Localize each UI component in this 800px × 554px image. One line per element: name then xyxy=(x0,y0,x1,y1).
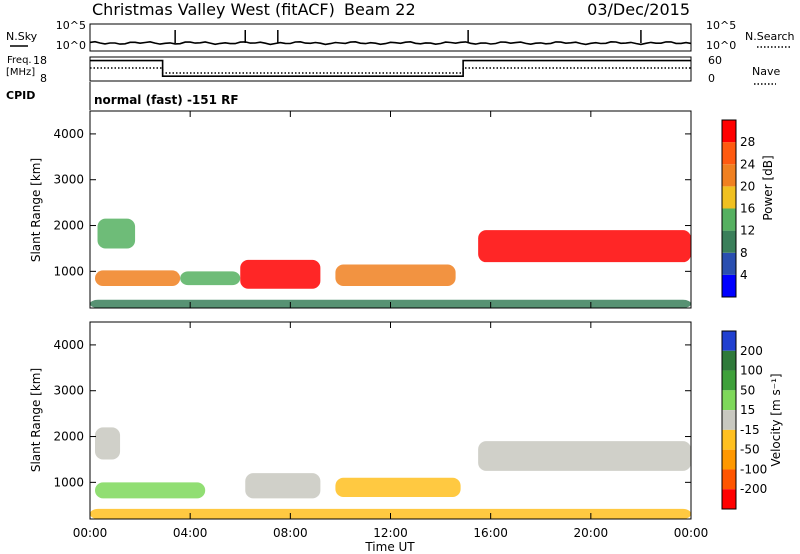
freq-top-tick: 18 xyxy=(33,54,47,67)
power-y-ticks: 1000 2000 3000 4000 xyxy=(53,127,691,278)
cpid-label: CPID xyxy=(6,89,35,102)
power-colorbar-label: Power [dB] xyxy=(761,155,775,220)
power-y-tick-label-2000: 2000 xyxy=(53,219,84,233)
nsky-series xyxy=(89,40,692,46)
velocity-y-ticks: 1000 2000 3000 4000 xyxy=(53,338,691,489)
x-tick-label-2: 08:00 xyxy=(273,526,308,540)
power-blob-2 xyxy=(180,271,241,286)
power-colorbar-tick-0: 4 xyxy=(740,268,748,282)
velocity-colorbar-frame xyxy=(721,330,737,510)
x-axis-label: Time UT xyxy=(364,540,415,554)
power-colorbar-swatch-3 xyxy=(722,208,736,231)
velocity-colorbar-tick-4: -15 xyxy=(740,423,760,437)
power-colorbar-tick-3: 16 xyxy=(740,202,755,216)
velocity-y-axis-label: Slant Range [km] xyxy=(29,368,43,472)
velocity-blob-0 xyxy=(95,482,206,499)
velocity-blob-1 xyxy=(245,473,321,499)
velocity-colorbar-swatch-2 xyxy=(722,370,736,391)
freq-label-line2: [MHz] xyxy=(6,67,35,78)
power-colorbar-swatch-5 xyxy=(722,164,736,187)
x-tick-label-6: 00:00 xyxy=(674,526,709,540)
freq-series xyxy=(90,59,691,77)
velocity-colorbar-tick-1: 100 xyxy=(740,364,763,378)
freq-label-line1: Freq. xyxy=(7,55,32,66)
nsky-label: N.Sky xyxy=(6,30,38,43)
power-colorbar-swatch-6 xyxy=(722,142,736,165)
velocity-colorbar-tick-3: 15 xyxy=(740,403,755,417)
nave-bottom-tick: 0 xyxy=(708,72,715,85)
nsky-spikes xyxy=(174,30,642,43)
velocity-colorbar-tick-2: 50 xyxy=(740,383,755,397)
velocity-colorbar-swatch-5 xyxy=(722,429,736,450)
x-tick-label-0: 00:00 xyxy=(73,526,108,540)
velocity-blob-3 xyxy=(478,441,691,471)
power-colorbar-swatch-2 xyxy=(722,230,736,253)
nave-label: Nave xyxy=(752,65,780,78)
x-tick-label-1: 04:00 xyxy=(173,526,208,540)
x-tick-label-3: 12:00 xyxy=(373,526,408,540)
power-blob-3 xyxy=(240,259,321,289)
nave-series xyxy=(90,67,691,74)
power-colorbar-swatch-0 xyxy=(722,274,736,297)
velocity-colorbar-swatch-7 xyxy=(722,469,736,490)
x-tick-label-4: 16:00 xyxy=(473,526,508,540)
noise-panel xyxy=(89,23,692,52)
velocity-colorbar-tick-6: -100 xyxy=(740,462,767,476)
power-blob-1 xyxy=(97,218,136,249)
velocity-colorbar-tick-0: 200 xyxy=(740,344,763,358)
velocity-blob-2 xyxy=(335,477,461,498)
nave-top-tick: 60 xyxy=(708,54,722,67)
power-colorbar-tick-6: 28 xyxy=(740,135,755,149)
velocity-blob-4 xyxy=(95,427,121,460)
power-heatmap xyxy=(90,218,691,308)
velocity-colorbar-label: Velocity [m s⁻¹] xyxy=(769,373,783,466)
power-colorbar-tick-1: 8 xyxy=(740,246,748,260)
power-colorbar-tick-5: 24 xyxy=(740,157,755,171)
velocity-colorbar-tick-5: -50 xyxy=(740,443,760,457)
power-y-axis-label: Slant Range [km] xyxy=(29,158,43,262)
velocity-y-tick-label-2000: 2000 xyxy=(53,430,84,444)
power-colorbar-swatch-7 xyxy=(722,120,736,143)
power-colorbar-tick-4: 20 xyxy=(740,179,755,193)
x-tick-label-5: 20:00 xyxy=(574,526,609,540)
power-y-tick-label-4000: 4000 xyxy=(53,127,84,141)
velocity-y-tick-label-4000: 4000 xyxy=(53,338,84,352)
date-title: 03/Dec/2015 xyxy=(587,0,690,19)
nsearch-bottom-tick: 10^0 xyxy=(706,39,736,52)
velocity-colorbar-swatch-6 xyxy=(722,449,736,470)
velocity-colorbar-tick-7: -200 xyxy=(740,482,767,496)
freq-bottom-tick: 8 xyxy=(40,72,47,85)
power-y-tick-label-3000: 3000 xyxy=(53,173,84,187)
velocity-colorbar-swatch-3 xyxy=(722,390,736,411)
velocity-y-tick-label-3000: 3000 xyxy=(53,384,84,398)
nsky-bottom-tick: 10^0 xyxy=(56,39,86,52)
power-colorbar-tick-2: 12 xyxy=(740,224,755,238)
velocity-colorbar: 200 100 50 15 -15 -50 -100 -200 xyxy=(721,330,767,510)
velocity-colorbar-swatch-8 xyxy=(722,489,736,509)
nsearch-label: N.Search xyxy=(745,30,795,43)
beam-title: Beam 22 xyxy=(344,0,416,19)
power-colorbar-frame xyxy=(721,119,737,298)
power-colorbar-swatch-4 xyxy=(722,186,736,209)
x-axis-ticks: 00:00 04:00 08:00 12:00 16:00 20:00 00:00 xyxy=(73,111,709,540)
velocity-y-tick-label-1000: 1000 xyxy=(53,475,84,489)
cpid-text: normal (fast) -151 RF xyxy=(94,93,239,107)
station-title: Christmas Valley West (fitACF) xyxy=(92,0,335,19)
velocity-heatmap xyxy=(90,427,691,519)
power-blob-4 xyxy=(335,264,456,287)
power-y-tick-label-1000: 1000 xyxy=(53,264,84,278)
power-blob-5 xyxy=(478,230,691,263)
nsearch-top-tick: 10^5 xyxy=(706,19,736,32)
power-colorbar-swatch-1 xyxy=(722,252,736,275)
power-colorbar: 4 8 12 16 20 24 28 xyxy=(721,119,755,298)
nsky-top-tick: 10^5 xyxy=(56,19,86,32)
velocity-colorbar-swatch-4 xyxy=(722,410,736,430)
power-blob-0 xyxy=(95,270,181,287)
freq-panel xyxy=(89,56,692,82)
velocity-colorbar-swatch-1 xyxy=(722,350,736,371)
velocity-colorbar-swatch-0 xyxy=(722,331,736,351)
